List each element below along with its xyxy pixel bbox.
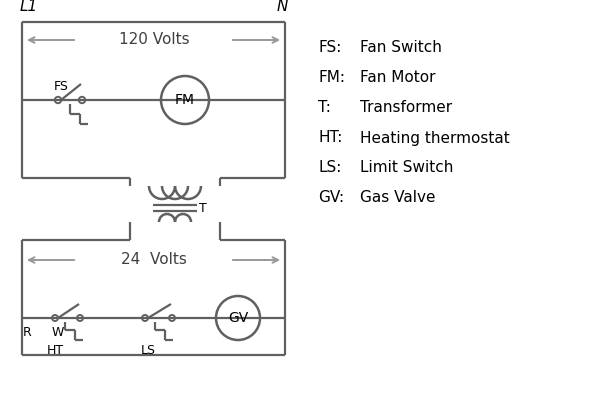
Text: Transformer: Transformer [360, 100, 452, 116]
Text: R: R [23, 326, 32, 338]
Text: FS:: FS: [318, 40, 342, 56]
Text: 24  Volts: 24 Volts [121, 252, 187, 268]
Text: LS:: LS: [318, 160, 342, 176]
Text: Fan Switch: Fan Switch [360, 40, 442, 56]
Text: Limit Switch: Limit Switch [360, 160, 453, 176]
Text: Gas Valve: Gas Valve [360, 190, 435, 206]
Text: HT: HT [47, 344, 64, 356]
Text: L1: L1 [20, 0, 38, 14]
Text: LS: LS [141, 344, 156, 356]
Text: N: N [277, 0, 289, 14]
Text: FS: FS [54, 80, 69, 92]
Text: GV: GV [228, 311, 248, 325]
Text: T:: T: [318, 100, 331, 116]
Text: FM: FM [175, 93, 195, 107]
Text: GV:: GV: [318, 190, 344, 206]
Text: W: W [52, 326, 64, 338]
Text: Heating thermostat: Heating thermostat [360, 130, 510, 146]
Text: FM:: FM: [318, 70, 345, 86]
Text: T: T [199, 202, 206, 214]
Text: 120 Volts: 120 Volts [119, 32, 189, 48]
Text: HT:: HT: [318, 130, 342, 146]
Text: Fan Motor: Fan Motor [360, 70, 435, 86]
